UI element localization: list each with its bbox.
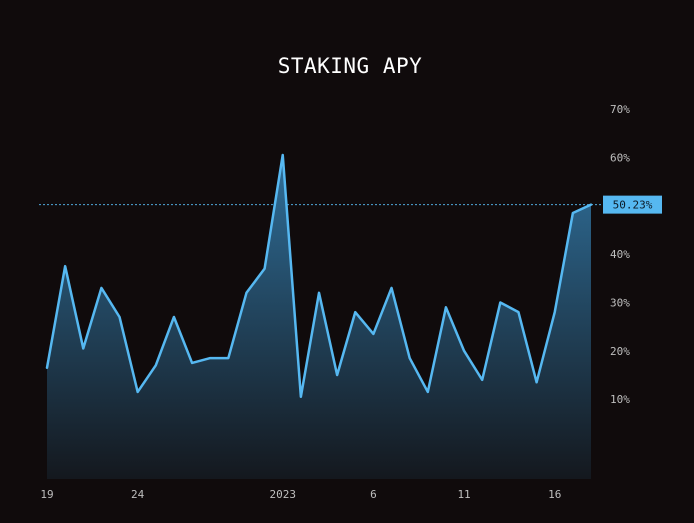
y-tick-label: 40%	[610, 248, 630, 261]
x-tick-label: 16	[548, 488, 561, 501]
x-axis: 19 24 2023 6 11 16	[40, 488, 561, 501]
x-tick-label: 2023	[269, 488, 296, 501]
y-tick-label: 20%	[610, 345, 630, 358]
current-value-label: 50.23%	[613, 199, 653, 212]
y-tick-label: 10%	[610, 393, 630, 406]
plot-layer	[39, 153, 603, 479]
series-area	[47, 154, 591, 479]
x-tick-label: 19	[40, 488, 53, 501]
x-tick-label: 11	[457, 488, 470, 501]
x-tick-label: 6	[370, 488, 377, 501]
y-tick-label: 30%	[610, 296, 630, 309]
x-tick-label: 24	[131, 488, 145, 501]
y-axis: 10%20%30%40%50%60%70%	[610, 103, 630, 406]
chart-title: STAKING APY	[278, 54, 423, 78]
y-tick-label: 60%	[610, 151, 630, 164]
current-value-badge	[603, 195, 662, 214]
current-value-marker: 50.23%	[603, 195, 662, 214]
series-line	[45, 153, 593, 399]
y-tick-label: 70%	[610, 103, 630, 116]
